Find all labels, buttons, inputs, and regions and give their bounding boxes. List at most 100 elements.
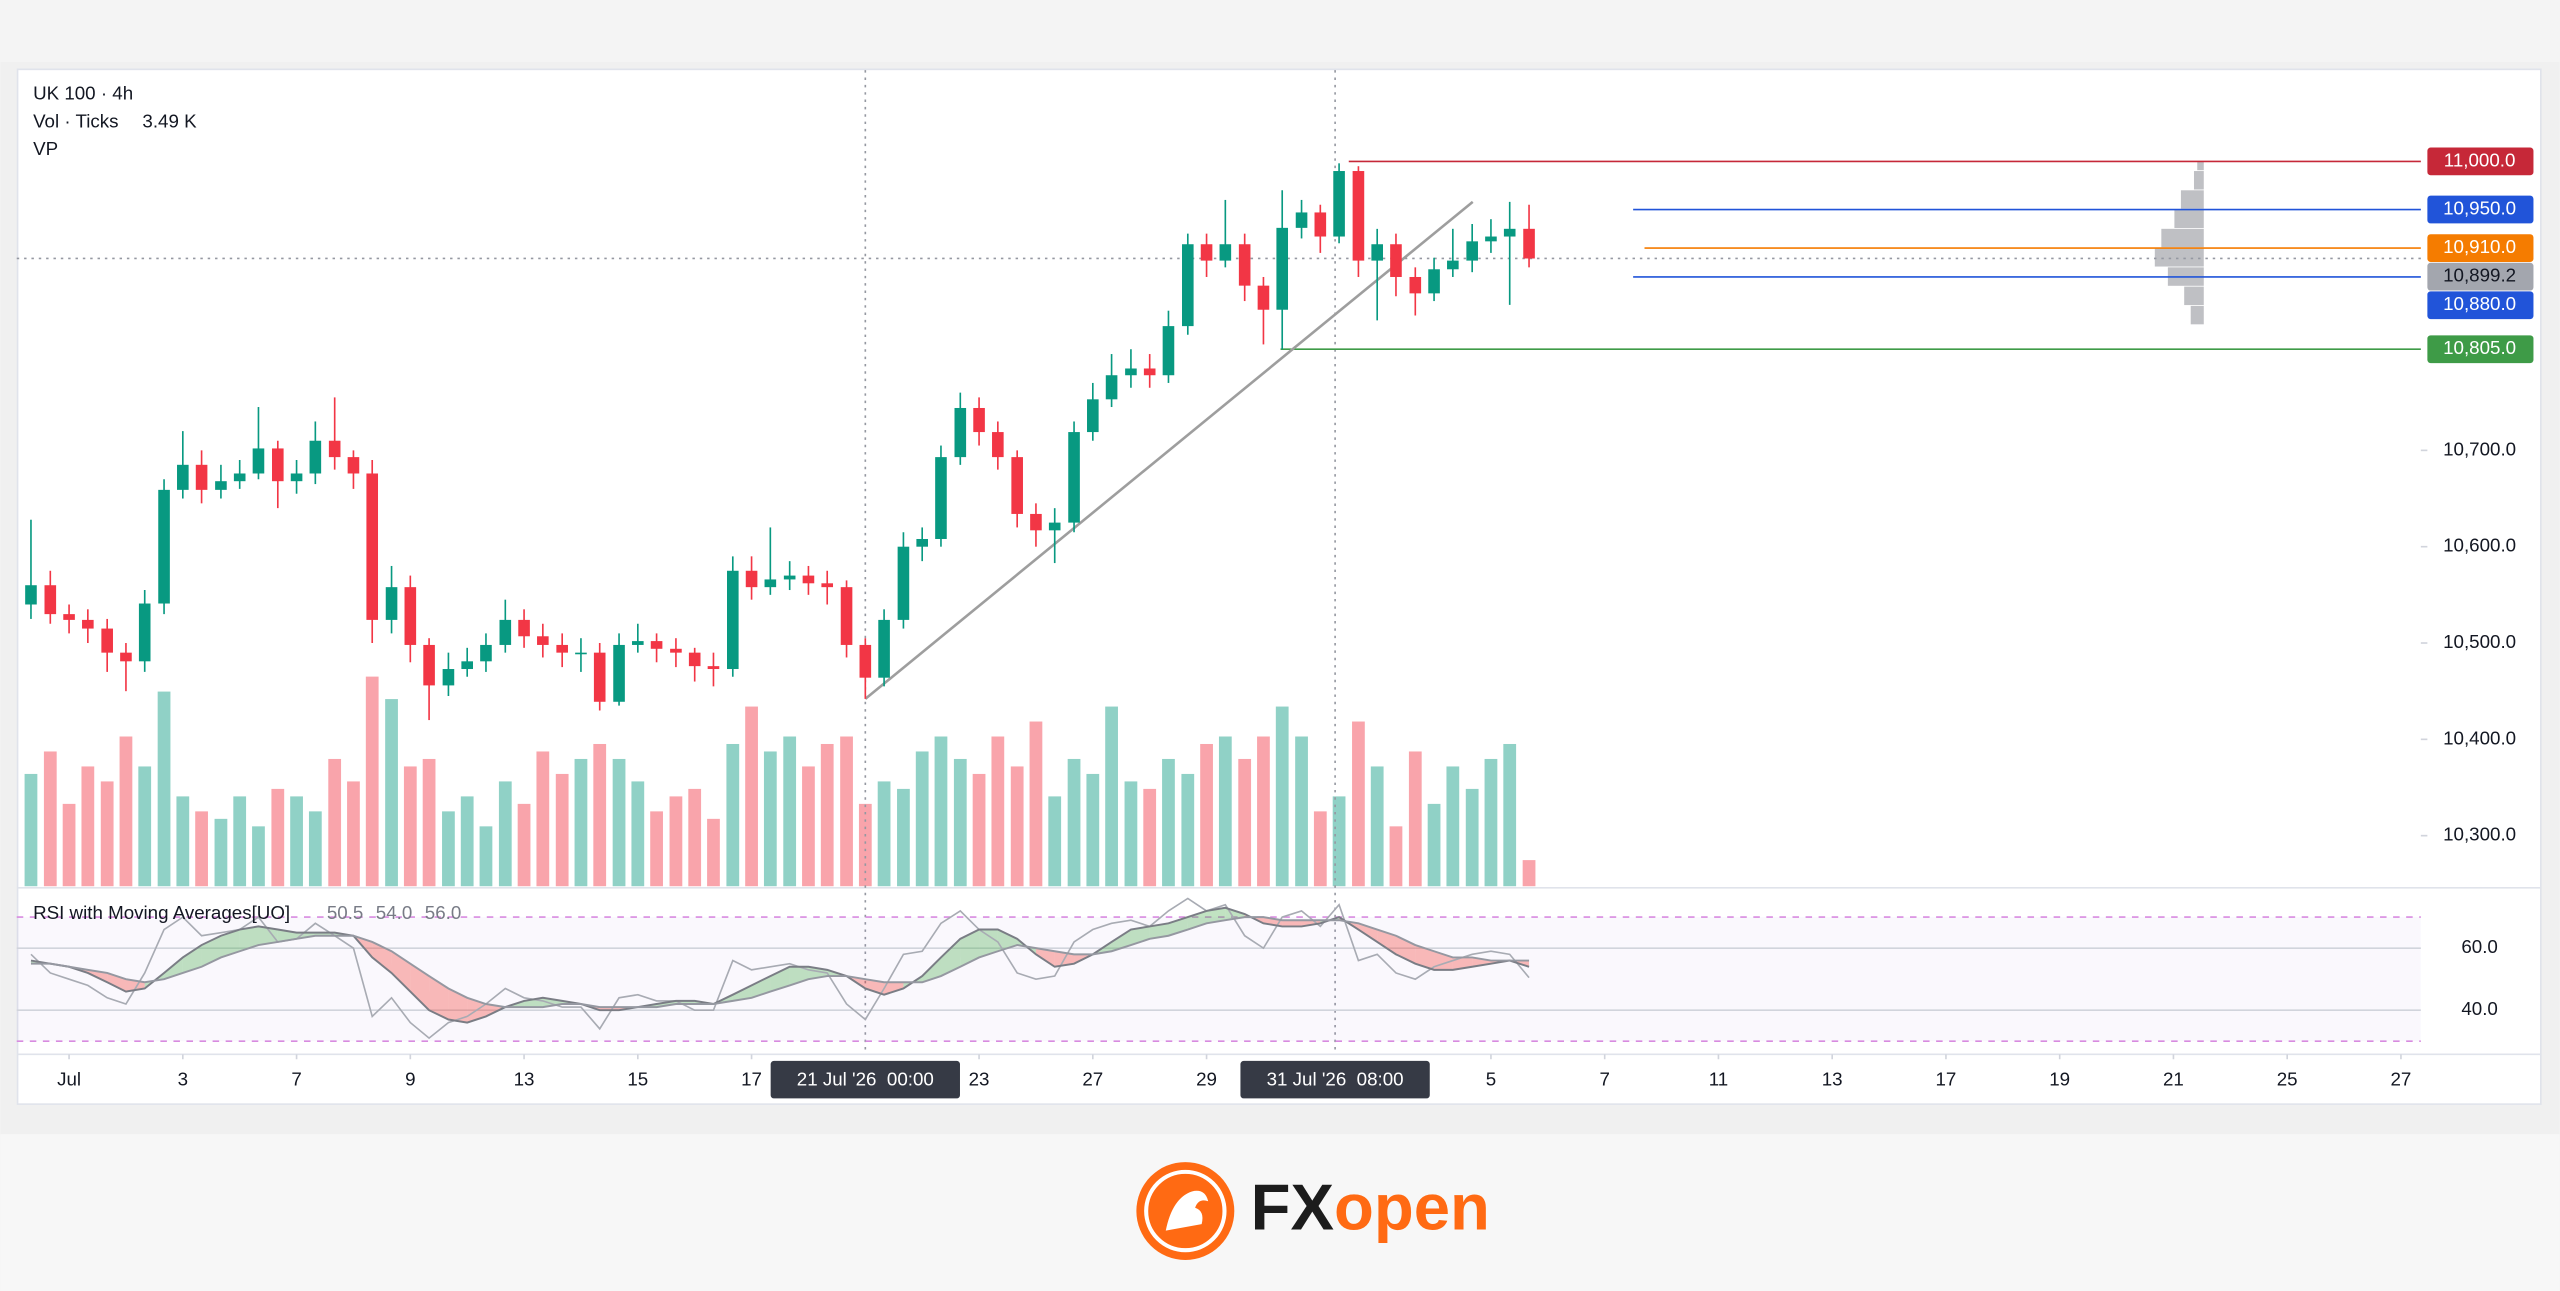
candle-body bbox=[670, 648, 682, 653]
ma-fill bbox=[1206, 907, 1226, 924]
candle-body bbox=[1200, 244, 1213, 261]
trendline bbox=[864, 200, 1474, 700]
volume-bar bbox=[745, 706, 758, 887]
y-tick-label: 10,600.0 bbox=[2443, 535, 2516, 556]
y-tick-label: 10,300.0 bbox=[2443, 824, 2516, 845]
logo-ring bbox=[1144, 1169, 1227, 1253]
chart-title: UK 100 · 4h bbox=[33, 83, 133, 104]
candle-body bbox=[44, 585, 57, 615]
profile-bar bbox=[2161, 228, 2204, 248]
volume-bar bbox=[972, 773, 986, 887]
crosshair-label: 31 Jul '26 08:00 bbox=[1267, 1068, 1404, 1089]
rsi-tick-label: 60.0 bbox=[2461, 936, 2497, 957]
candle-body bbox=[726, 570, 739, 670]
volume-bar bbox=[1313, 811, 1327, 887]
candle-body bbox=[1162, 326, 1175, 376]
candle-body bbox=[1314, 212, 1327, 237]
candle-body bbox=[1466, 241, 1478, 261]
candle-body bbox=[1087, 399, 1099, 433]
volume-bar bbox=[802, 766, 815, 887]
candle-body bbox=[593, 652, 606, 702]
ma-fill bbox=[865, 979, 885, 995]
volume-bar bbox=[858, 803, 872, 887]
ma-fill bbox=[258, 926, 278, 946]
volume-bar bbox=[1105, 706, 1118, 887]
candle-body bbox=[423, 644, 435, 686]
plot: 10,300.0 10,400.0 10,500.0 10,600.0 10,700.0… bbox=[16, 70, 2541, 1099]
ma-fill bbox=[1149, 923, 1169, 939]
volume-bar bbox=[517, 803, 531, 887]
price-level-box bbox=[2427, 335, 2534, 364]
candle-body bbox=[1409, 276, 1422, 294]
candle-body bbox=[954, 407, 967, 458]
candle-body bbox=[1295, 212, 1308, 228]
volume-bar bbox=[1029, 721, 1043, 887]
price-level-label: 10,899.2 bbox=[2443, 265, 2516, 286]
volume-bar bbox=[631, 781, 645, 887]
rsi-line bbox=[30, 916, 1530, 1009]
x-tick-label: 23 bbox=[969, 1068, 990, 1089]
candle-body bbox=[632, 641, 644, 645]
candle-body bbox=[1125, 368, 1137, 376]
volume-bar bbox=[1010, 766, 1024, 887]
candle-body bbox=[1447, 260, 1459, 270]
x-tick-label: 21 bbox=[2163, 1068, 2184, 1089]
x-tick-label: 17 bbox=[1936, 1068, 1957, 1089]
volume-bar bbox=[1465, 788, 1479, 887]
volume-bar bbox=[840, 736, 853, 887]
ma-fill bbox=[770, 966, 790, 992]
rsi-value-label: 50.5 bbox=[327, 902, 364, 923]
footer bbox=[0, 1134, 2560, 1291]
volume-bar bbox=[897, 788, 910, 887]
ma-fill bbox=[1282, 920, 1302, 927]
ma-fill bbox=[448, 988, 468, 1023]
candle-body bbox=[120, 652, 132, 662]
volume-bar bbox=[290, 796, 303, 887]
x-tick-label: 19 bbox=[2049, 1068, 2070, 1089]
volume-bar bbox=[783, 736, 797, 887]
candle-body bbox=[233, 473, 246, 482]
profile-bar bbox=[2184, 286, 2204, 306]
volume-bar bbox=[119, 736, 133, 887]
volume-bar bbox=[1086, 773, 1100, 887]
x-tick-label: 17 bbox=[741, 1068, 762, 1089]
ma-fill bbox=[239, 926, 259, 952]
candle-body bbox=[802, 575, 815, 584]
y-tick-label: 10,700.0 bbox=[2443, 438, 2516, 459]
candle-body bbox=[859, 644, 872, 678]
candle-body bbox=[537, 636, 549, 645]
profile-bar bbox=[2190, 305, 2204, 325]
candle-body bbox=[935, 457, 947, 539]
volume-bar bbox=[347, 781, 360, 887]
ma-fill bbox=[429, 976, 449, 1020]
volume-bar bbox=[612, 758, 626, 887]
volume-bar bbox=[1446, 766, 1460, 887]
logo-fx: FX bbox=[1251, 1171, 1334, 1244]
profile-bar bbox=[2180, 190, 2204, 209]
candle-body bbox=[1371, 244, 1383, 261]
candle-body bbox=[101, 628, 113, 653]
candle-body bbox=[1238, 244, 1251, 286]
x-tick-label: 5 bbox=[1486, 1068, 1496, 1089]
ma-fill bbox=[884, 982, 904, 995]
volume-bar bbox=[688, 788, 702, 887]
candle-body bbox=[25, 585, 37, 605]
price-level-box bbox=[2427, 291, 2534, 320]
ma-fill bbox=[1035, 948, 1055, 967]
candle-body bbox=[1352, 171, 1365, 261]
volume-bar bbox=[479, 826, 493, 887]
x-tick-label: 29 bbox=[1196, 1068, 1217, 1089]
rsi-value-label: 56.0 bbox=[425, 902, 462, 923]
candle-body bbox=[272, 448, 284, 482]
y-tick-label: 10,500.0 bbox=[2443, 631, 2516, 652]
volume-bar bbox=[422, 758, 436, 887]
rsi-line bbox=[30, 906, 1530, 1024]
price-level-label: 10,880.0 bbox=[2443, 293, 2516, 314]
volume-bar bbox=[707, 818, 720, 887]
volume-bar bbox=[271, 788, 285, 887]
candle-body bbox=[82, 619, 94, 629]
ma-fill bbox=[979, 929, 998, 958]
logo: FXopen bbox=[1136, 1162, 1490, 1260]
crosshair-label-box bbox=[770, 1060, 960, 1099]
